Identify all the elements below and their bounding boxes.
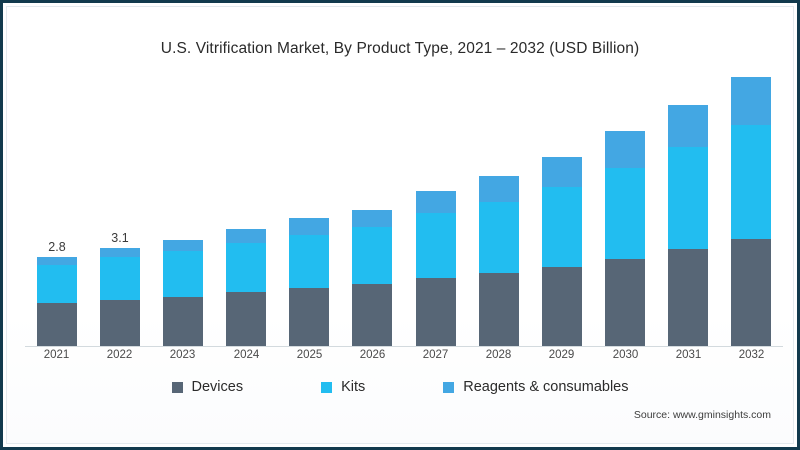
x-tick-label: 2032 [738, 349, 765, 361]
bar-segment-kits[interactable] [731, 125, 771, 239]
plot-area: 2.8 3.1 [25, 77, 783, 347]
bar-segment-kits[interactable] [37, 264, 77, 304]
bar-segment-reagents[interactable] [542, 157, 582, 188]
bar-column[interactable] [605, 131, 645, 346]
x-tick-label: 2028 [485, 349, 512, 361]
legend-swatch-icon [321, 381, 333, 393]
bar-segment-reagents[interactable] [352, 209, 392, 228]
bar-segment-devices[interactable] [100, 300, 140, 346]
x-tick-label: 2023 [169, 349, 196, 361]
x-tick-label: 2029 [548, 349, 575, 361]
bar-segment-kits[interactable] [163, 251, 203, 297]
chart-canvas: U.S. Vitrification Market, By Product Ty… [6, 6, 794, 444]
x-tick-label: 2031 [675, 349, 702, 361]
bar-segment-kits[interactable] [289, 234, 329, 289]
bar-column[interactable]: 2.8 [37, 240, 77, 346]
x-tick-label: 2022 [106, 349, 133, 361]
source-note: Source: www.gminsights.com [633, 409, 771, 421]
bar-segment-devices[interactable] [542, 267, 582, 346]
x-tick-label: 2026 [359, 349, 386, 361]
bar-segment-devices[interactable] [37, 303, 77, 346]
legend-item[interactable]: Reagents & consumables [443, 379, 629, 395]
bar-segment-devices[interactable] [289, 288, 329, 346]
bar-column[interactable] [352, 209, 392, 346]
legend-label: Reagents & consumables [463, 379, 629, 395]
bar-segment-kits[interactable] [100, 257, 140, 301]
bar-segment-reagents[interactable] [37, 257, 77, 265]
bar-segment-reagents[interactable] [226, 228, 266, 243]
x-tick-label: 2030 [612, 349, 639, 361]
bar-segment-kits[interactable] [416, 213, 456, 278]
legend-item[interactable]: Kits [321, 379, 365, 395]
bar-column[interactable] [668, 105, 708, 346]
bar-column[interactable] [542, 157, 582, 346]
bar-segment-reagents[interactable] [100, 247, 140, 258]
bar-value-label: 2.8 [48, 240, 66, 255]
x-axis-line [25, 346, 783, 347]
bar-segment-reagents[interactable] [731, 77, 771, 126]
bar-segment-kits[interactable] [479, 201, 519, 273]
bar-segment-kits[interactable] [605, 167, 645, 259]
x-tick-label: 2021 [43, 349, 70, 361]
bar-segment-reagents[interactable] [479, 176, 519, 202]
bar-column[interactable] [226, 228, 266, 346]
x-tick-label: 2027 [422, 349, 449, 361]
x-axis-tick-labels: 2021 2022 2023 2024 2025 2026 2027 2028 2029 2030… [25, 349, 783, 369]
bar-segment-reagents[interactable] [289, 218, 329, 235]
legend-item[interactable]: Devices [171, 379, 244, 395]
bar-segment-devices[interactable] [668, 248, 708, 346]
bar-segment-devices[interactable] [226, 292, 266, 346]
bar-segment-reagents[interactable] [416, 191, 456, 214]
legend-swatch-icon [171, 381, 183, 393]
bar-column[interactable] [416, 191, 456, 346]
bar-segment-kits[interactable] [226, 242, 266, 293]
bar-segment-reagents[interactable] [605, 131, 645, 168]
bar-segment-devices[interactable] [352, 284, 392, 346]
bar-segment-devices[interactable] [731, 238, 771, 346]
bar-segment-kits[interactable] [352, 227, 392, 285]
x-tick-label: 2025 [296, 349, 323, 361]
bar-segment-devices[interactable] [163, 296, 203, 346]
bar-segment-devices[interactable] [479, 272, 519, 346]
x-tick-label: 2024 [233, 349, 260, 361]
bar-column[interactable] [163, 239, 203, 346]
bar-segment-reagents[interactable] [668, 105, 708, 147]
bar-column[interactable]: 3.1 [100, 231, 140, 346]
bar-segment-kits[interactable] [668, 146, 708, 249]
chart-title: U.S. Vitrification Market, By Product Ty… [160, 40, 640, 57]
chart-legend: Devices Kits Reagents & consumables [7, 379, 793, 395]
bar-segment-devices[interactable] [416, 277, 456, 346]
bar-segment-kits[interactable] [542, 187, 582, 268]
bar-segment-devices[interactable] [605, 258, 645, 346]
legend-label: Devices [191, 379, 244, 395]
bar-column[interactable] [479, 176, 519, 346]
bar-segment-reagents[interactable] [163, 239, 203, 252]
legend-label: Kits [341, 379, 366, 395]
bar-value-label: 3.1 [111, 230, 129, 245]
bar-column[interactable] [731, 77, 771, 346]
legend-swatch-icon [443, 381, 455, 393]
bar-column[interactable] [289, 218, 329, 346]
